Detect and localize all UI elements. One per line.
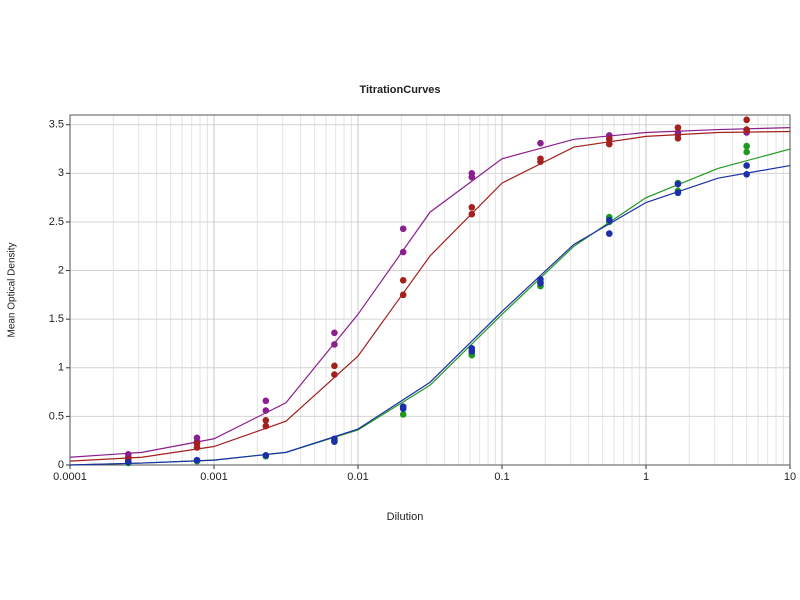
data-point [605,216,613,224]
x-axis-label: Dilution [387,511,424,523]
data-point [743,148,750,156]
data-point [399,225,407,233]
data-point [262,422,270,430]
x-tick-label: 0.0001 [53,471,87,483]
y-tick-label: 1 [58,362,64,374]
y-tick-label: 3.5 [49,119,64,131]
data-point [331,438,338,445]
chart-title: TitrationCurves [359,84,440,96]
data-point [743,162,750,169]
x-tick-label: 1 [643,471,649,483]
y-tick-label: 3 [58,167,64,179]
data-point [331,341,338,348]
y-tick-label: 0.5 [49,410,64,422]
data-point [193,456,201,464]
x-tick-label: 0.1 [494,471,509,483]
data-point [262,416,270,424]
y-axis-label: Mean Optical Density [7,242,18,337]
data-point [605,136,613,143]
plot-frame [69,114,791,466]
data-point [331,362,338,370]
data-point [743,171,750,178]
data-point [331,329,338,337]
y-tick-label: 1.5 [49,313,64,325]
data-point [124,458,132,466]
data-point [537,139,544,147]
data-point [399,248,407,256]
data-point [262,397,270,405]
data-point [331,371,338,378]
data-point [674,189,682,197]
data-point [262,451,270,459]
data-point [468,210,476,218]
data-point [674,135,682,142]
x-tick-label: 0.01 [347,471,368,483]
data-point [399,411,407,418]
data-point [468,204,476,211]
data-point [605,230,613,237]
fit-curve [69,148,791,466]
data-point [399,276,407,284]
data-point [674,180,682,188]
data-point [743,116,750,124]
data-point [537,279,544,287]
data-point [399,405,407,412]
data-point [468,347,476,355]
x-tick-label: 10 [784,471,796,483]
data-point [262,407,270,414]
data-point [743,126,750,133]
y-tick-label: 2.5 [49,216,64,228]
data-point [605,140,613,148]
fit-curve [69,127,791,458]
data-point [193,444,201,451]
data-point [468,173,476,181]
data-point [537,158,544,165]
data-point [399,291,407,299]
fit-curve [69,164,791,466]
data-point [743,142,750,150]
data-point [674,124,682,131]
y-tick-label: 2 [58,264,64,276]
y-tick-label: 0 [58,459,64,471]
x-tick-label: 0.001 [200,471,228,483]
fit-curve [69,130,791,462]
